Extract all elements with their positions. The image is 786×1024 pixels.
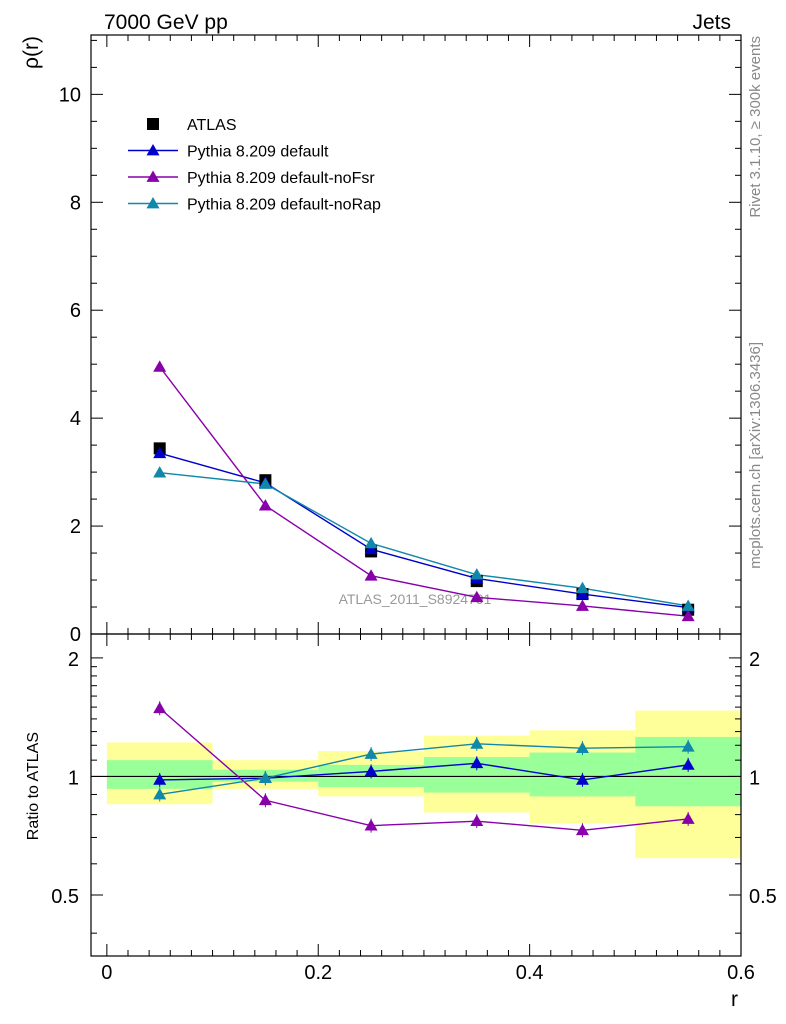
ratio-frame — [90, 633, 742, 957]
series-markers-1 — [153, 446, 695, 613]
series-line — [159, 366, 689, 617]
ratio-series-line — [159, 707, 689, 831]
data-point — [258, 477, 272, 489]
ratio-data-point — [258, 793, 272, 806]
ratio-series-2 — [153, 736, 695, 802]
ratio-data-point — [364, 819, 378, 831]
legend-marker — [146, 197, 160, 209]
ratio-data-point — [470, 814, 484, 827]
x-tick-label: 0.6 — [727, 962, 755, 984]
legend-marker — [147, 118, 159, 130]
legend-marker — [146, 144, 160, 156]
main-y-tick-label: 0 — [70, 624, 81, 646]
ratio-data-point — [681, 758, 695, 770]
ratio-data-point — [364, 764, 378, 777]
header-left: 7000 GeV pp — [104, 11, 228, 34]
ratio-y-tick-label-right: 2 — [749, 649, 760, 671]
ratio-y-tick-label: 2 — [68, 649, 79, 671]
ratio-axes: 0.5 0.5 1 1 2 2 0 0.2 0.4 0.6 — [51, 633, 777, 984]
ratio-data-point — [575, 823, 589, 836]
ratio-y-tick-label: 1 — [68, 767, 79, 789]
ratio-data-point — [153, 787, 167, 800]
data-point — [575, 581, 589, 594]
ratio-data-point — [153, 773, 167, 785]
data-point — [153, 466, 167, 478]
legend-label: ATLAS — [187, 117, 237, 134]
data-point — [681, 609, 695, 622]
data-point — [681, 599, 695, 611]
series-3 — [159, 471, 689, 607]
ratio-data-point — [470, 756, 484, 769]
data-point — [575, 599, 589, 611]
series-2 — [159, 366, 689, 617]
ratio-series-1 — [153, 701, 695, 838]
main-axes: 0 2 4 6 8 10 — [59, 34, 742, 646]
main-y-tick-label: 4 — [70, 408, 81, 430]
rivet-version-label: Rivet 3.1.10, ≥ 300k events — [747, 36, 764, 218]
ratio-data-point — [364, 747, 378, 759]
ratio-data-point — [575, 773, 589, 785]
x-tick-label: 0.4 — [516, 962, 544, 984]
series-markers-0 — [153, 442, 695, 616]
ratio-data-point — [681, 812, 695, 824]
ratio-data-point — [681, 740, 695, 752]
ratio-y-axis-label: Ratio to ATLAS — [25, 732, 42, 840]
data-point — [153, 360, 167, 372]
series-markers-2 — [153, 360, 695, 622]
data-point — [575, 587, 589, 599]
series-markers-3 — [153, 466, 695, 611]
ratio-panel: 0.5 0.5 1 1 2 2 0 0.2 0.4 0.6 Ratio to ATLAS r — [25, 633, 777, 1011]
main-panel: 0 2 4 6 8 10 ATLAS_2011_S8924791 ATLAS Pythia … — [20, 34, 742, 646]
ratio-data-point — [153, 701, 167, 714]
data-point — [470, 568, 484, 580]
ratio-y-tick-label-right: 0.5 — [749, 886, 777, 908]
series-line — [159, 471, 689, 607]
main-y-tick-label: 8 — [70, 192, 81, 214]
mcplots-label: mcplots.cern.ch [arXiv:1306.3436] — [747, 342, 764, 569]
ratio-data-point — [258, 771, 272, 784]
main-y-tick-label: 6 — [70, 300, 81, 322]
main-y-tick-label: 10 — [59, 84, 81, 106]
ratio-series-group — [153, 701, 695, 838]
x-tick-label: 0.2 — [304, 962, 332, 984]
ratio-series-line — [159, 762, 689, 781]
main-y-tick-label: 2 — [70, 516, 81, 538]
watermark-label: ATLAS_2011_S8924791 — [339, 591, 492, 607]
legend-label: Pythia 8.209 default — [187, 144, 329, 161]
x-axis-label: r — [731, 988, 738, 1011]
main-series-group — [153, 360, 695, 622]
series-1 — [159, 452, 689, 609]
legend-label: Pythia 8.209 default-noRap — [187, 197, 381, 214]
header-right: Jets — [692, 11, 731, 34]
main-y-axis-label: ρ(r) — [20, 36, 43, 69]
legend: ATLAS Pythia 8.209 default Pythia 8.209 de… — [128, 117, 381, 214]
series-line — [159, 452, 689, 609]
data-point — [364, 542, 378, 555]
ratio-uncertainty-bands — [106, 710, 741, 859]
data-point — [364, 569, 378, 581]
legend-marker — [146, 170, 160, 182]
ratio-series-line — [159, 743, 689, 796]
ratio-data-point — [575, 741, 589, 754]
ratio-data-point — [470, 737, 484, 749]
ratio-y-tick-label: 0.5 — [51, 886, 79, 908]
data-point — [364, 536, 378, 549]
data-point — [153, 446, 167, 459]
legend-label: Pythia 8.209 default-noFsr — [187, 170, 375, 187]
ratio-y-tick-label-right: 1 — [749, 767, 760, 789]
x-tick-label: 0 — [101, 962, 112, 984]
data-point — [258, 499, 272, 511]
data-point — [470, 590, 484, 603]
